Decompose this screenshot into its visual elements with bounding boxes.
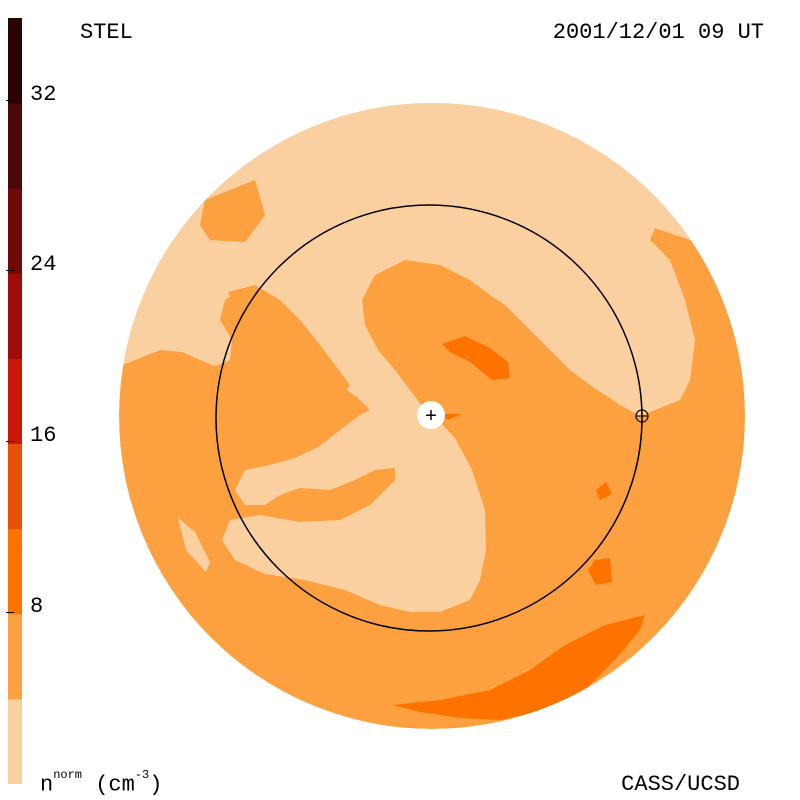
colorbar-level-2 [8, 528, 22, 615]
mid-patch-north [200, 180, 265, 242]
colorbar-level-1 [8, 613, 22, 700]
light-region-north [120, 103, 745, 612]
colorbar [8, 18, 22, 784]
timestamp-label: 2001/12/01 09 UT [552, 20, 764, 45]
mid-patch-northwest [228, 285, 350, 408]
credit-label: CASS/UCSD [621, 772, 740, 797]
tick-mark-8 [6, 612, 14, 613]
colorbar-level-6 [8, 188, 22, 274]
colorbar-level-7 [8, 103, 22, 189]
tick-label-32: 32 [30, 82, 57, 107]
colorbar-level-4 [8, 358, 22, 445]
dark-patch-east1 [596, 482, 612, 500]
colorbar-level-8 [8, 18, 22, 104]
colorbar-level-5 [8, 273, 22, 359]
tick-label-8: 8 [30, 594, 44, 619]
dark-patch-center [442, 336, 510, 380]
tick-mark-24 [6, 270, 14, 271]
dark-patch-center-spike [440, 414, 462, 420]
unit-label: nnorm (cm-3) [40, 768, 163, 798]
source-label: STEL [80, 20, 133, 45]
dark-patch-south [392, 615, 645, 720]
light-region-southwest [178, 518, 210, 572]
tick-mark-16 [6, 441, 14, 442]
tick-label-16: 16 [30, 423, 57, 448]
colorbar-level-0 [8, 698, 22, 784]
dark-patch-east2 [588, 558, 612, 585]
tick-label-24: 24 [30, 252, 57, 277]
sun-marker: + [425, 406, 437, 429]
tick-mark-32 [6, 100, 14, 101]
sun-disk [417, 401, 445, 429]
colorbar-level-3 [8, 443, 22, 530]
